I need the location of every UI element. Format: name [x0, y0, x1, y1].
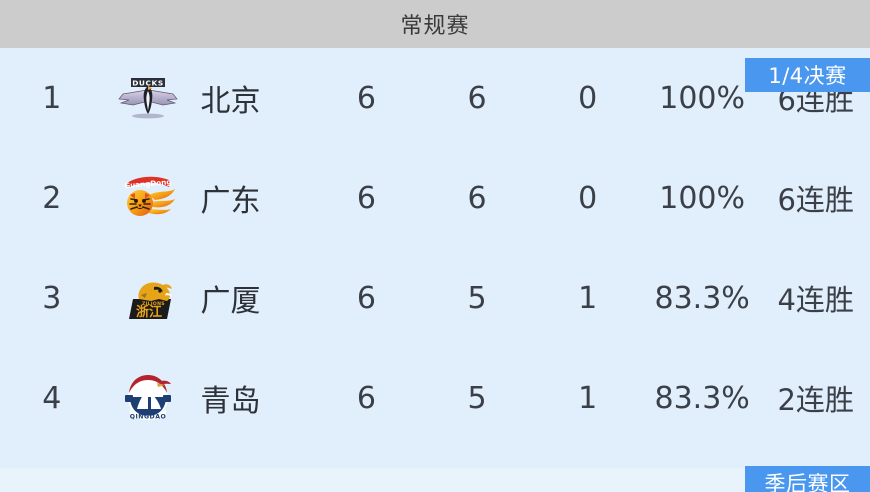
- wins-cell: 6: [467, 180, 487, 216]
- win-percentage-cell: 83.3%: [654, 380, 750, 416]
- team-logo-cell: DUCKS: [104, 69, 193, 127]
- zhejiang-lions-logo-svg: ZJLIONS 浙江: [129, 282, 173, 320]
- wins-cell: 5: [467, 380, 487, 416]
- win-percentage-cell: 83.3%: [654, 280, 750, 316]
- streak-cell: 4连胜: [777, 283, 854, 317]
- team-name: 北京: [200, 84, 261, 119]
- team-logo-cell: ZJLIONS 浙江: [104, 269, 193, 327]
- win-percentage-cell: 100%: [659, 80, 746, 116]
- wins-cell: 5: [467, 280, 487, 316]
- streak-cell: 6连胜: [777, 183, 854, 217]
- losses-cell: 1: [578, 280, 598, 316]
- playoff-zone-badge[interactable]: 季后赛区: [745, 466, 870, 492]
- games-played-cell: 6: [356, 380, 376, 416]
- team-name: 广厦: [200, 284, 261, 319]
- svg-text:ZJLIONS: ZJLIONS: [142, 301, 165, 307]
- svg-text:QINGDAO: QINGDAO: [130, 414, 167, 421]
- svg-text:浙江: 浙江: [136, 304, 162, 320]
- losses-cell: 0: [578, 180, 598, 216]
- quarter-final-zone-badge[interactable]: 1/4决赛: [745, 58, 870, 92]
- rank-cell: 3: [42, 280, 62, 316]
- losses-cell: 1: [578, 380, 598, 416]
- zhejiang-lions-logo: ZJLIONS 浙江: [117, 269, 179, 327]
- page-title: 常规赛: [400, 14, 470, 39]
- wins-cell: 6: [467, 80, 487, 116]
- rank-cell: 1: [42, 80, 62, 116]
- rank-cell: 4: [42, 380, 62, 416]
- table-row[interactable]: 2 GuangDong: [0, 148, 870, 248]
- guangdong-tigers-logo: GuangDong: [117, 169, 179, 227]
- standings-table: 1 DUCKS: [0, 48, 870, 458]
- svg-text:DUCKS: DUCKS: [132, 79, 164, 88]
- streak-cell: 2连胜: [777, 383, 854, 417]
- rank-cell: 2: [42, 180, 62, 216]
- strip-divider: [0, 458, 870, 468]
- games-played-cell: 6: [356, 280, 376, 316]
- qingdao-eagles-logo: QINGDAO: [117, 369, 179, 427]
- games-played-cell: 6: [356, 180, 376, 216]
- next-row-strip[interactable]: [0, 458, 870, 492]
- team-logo-cell: GuangDong: [104, 169, 193, 227]
- guangdong-tigers-logo-svg: GuangDong: [124, 176, 176, 216]
- team-logo-cell: QINGDAO: [104, 369, 193, 427]
- beijing-ducks-logo: DUCKS: [117, 69, 179, 127]
- title-bar: 常规赛: [0, 0, 870, 48]
- svg-text:GuangDong: GuangDong: [124, 177, 172, 190]
- team-name: 青岛: [200, 384, 261, 419]
- table-row[interactable]: 1 DUCKS: [0, 48, 870, 148]
- table-row[interactable]: 4: [0, 348, 870, 448]
- win-percentage-cell: 100%: [659, 180, 746, 216]
- playoff-zone-label: 季后赛区: [764, 472, 851, 492]
- games-played-cell: 6: [356, 80, 376, 116]
- team-name: 广东: [200, 184, 261, 219]
- quarter-final-zone-label: 1/4决赛: [768, 64, 847, 88]
- table-row[interactable]: 3 ZJLIONS: [0, 248, 870, 348]
- beijing-ducks-logo-svg: DUCKS: [118, 78, 178, 119]
- qingdao-eagles-logo-svg: QINGDAO: [125, 375, 172, 421]
- losses-cell: 0: [578, 80, 598, 116]
